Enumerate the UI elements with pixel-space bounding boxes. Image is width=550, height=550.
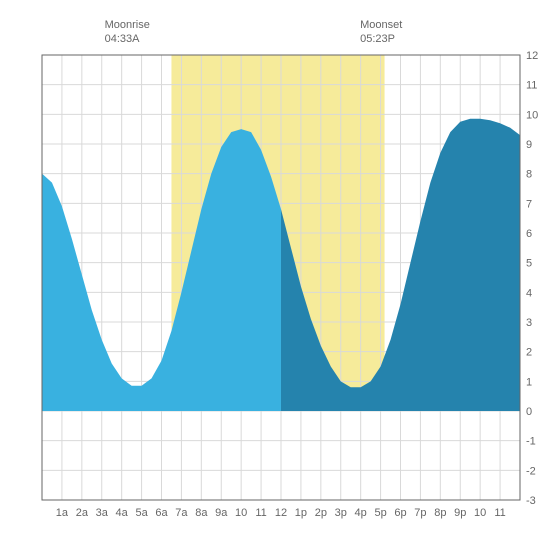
x-tick-label: 11 (255, 507, 266, 519)
x-tick-label: 8p (434, 507, 446, 519)
y-tick-label: 1 (526, 376, 532, 388)
x-tick-label: 3p (335, 507, 347, 519)
x-tick-label: 9p (454, 507, 466, 519)
x-tick-label: 8a (195, 507, 208, 519)
y-tick-label: 12 (526, 50, 538, 62)
y-tick-label: -2 (526, 465, 536, 477)
x-tick-label: 9a (215, 507, 228, 519)
y-tick-label: 10 (526, 109, 538, 121)
y-tick-label: 5 (526, 258, 532, 270)
y-tick-label: 0 (526, 406, 532, 418)
x-tick-label: 10 (235, 507, 247, 519)
x-tick-label: 1p (295, 507, 307, 519)
y-tick-label: 7 (526, 198, 532, 210)
x-tick-label: 2a (76, 507, 89, 519)
moonrise-time: 04:33A (105, 32, 150, 46)
x-tick-label: 6a (155, 507, 168, 519)
x-tick-label: 5p (374, 507, 386, 519)
y-tick-label: 9 (526, 139, 532, 151)
x-tick-label: 3a (96, 507, 109, 519)
y-tick-label: 8 (526, 169, 532, 181)
x-tick-label: 5a (135, 507, 148, 519)
x-tick-label: 2p (315, 507, 327, 519)
moonset-title: Moonset (360, 18, 402, 32)
x-tick-label: 1a (56, 507, 69, 519)
x-tick-label: 11 (494, 507, 505, 519)
x-tick-label: 4p (355, 507, 367, 519)
moonrise-title: Moonrise (105, 18, 150, 32)
y-tick-label: 4 (526, 287, 532, 299)
moonrise-annotation: Moonrise04:33A (105, 18, 150, 47)
x-tick-label: 7a (175, 507, 188, 519)
x-tick-label: 6p (394, 507, 406, 519)
y-tick-label: 6 (526, 228, 532, 240)
x-tick-label: 10 (474, 507, 486, 519)
x-tick-label: 12 (275, 507, 287, 519)
moonset-annotation: Moonset05:23P (360, 18, 402, 47)
y-tick-label: 3 (526, 317, 532, 329)
y-tick-label: 2 (526, 347, 532, 359)
y-tick-label: -1 (526, 436, 536, 448)
y-tick-label: -3 (526, 495, 536, 507)
x-tick-label: 4a (116, 507, 129, 519)
x-tick-label: 7p (414, 507, 426, 519)
y-tick-label: 11 (526, 80, 537, 92)
moonset-time: 05:23P (360, 32, 402, 46)
